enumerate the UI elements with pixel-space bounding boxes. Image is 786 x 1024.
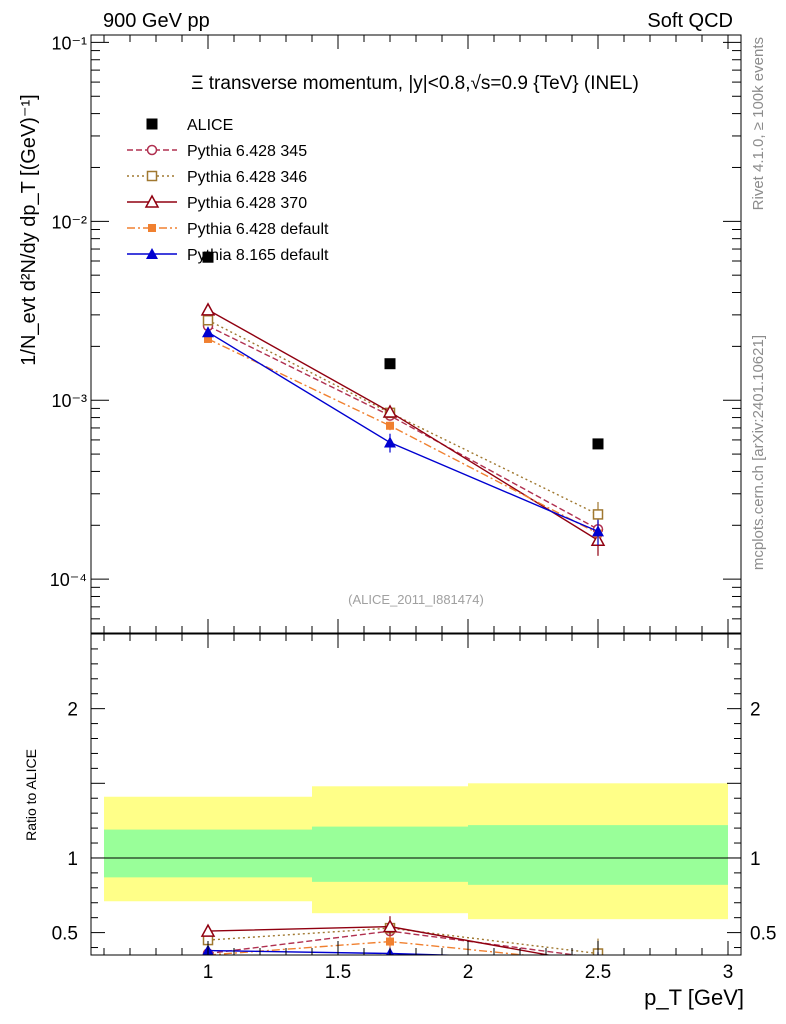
data-point <box>204 334 212 343</box>
ratio-y-tick-label: 1 <box>67 849 78 870</box>
data-point <box>202 314 214 326</box>
y-tick-label: 10⁻³ <box>51 391 87 411</box>
ratio-y-tick-label-right: 1 <box>750 849 761 870</box>
data-point <box>384 436 396 448</box>
data-point <box>384 358 396 370</box>
legend-entry: Pythia 6.428 370 <box>127 194 307 212</box>
data-point <box>592 525 604 537</box>
legend-label: Pythia 8.165 default <box>187 247 329 264</box>
series-line <box>207 319 599 516</box>
series-line <box>207 325 599 530</box>
legend-entry: Pythia 6.428 346 <box>127 169 307 186</box>
header-left: 900 GeV pp <box>103 10 210 32</box>
ratio-point <box>386 937 394 946</box>
series-line <box>207 338 599 535</box>
ratio-series-4 <box>202 944 599 955</box>
legend-entry: Pythia 6.428 default <box>127 221 329 238</box>
data-point <box>200 302 216 316</box>
legend-label: Pythia 6.428 370 <box>187 195 307 212</box>
x-axis-label: p_T [GeV] <box>644 985 744 1010</box>
ratio-y-tick-label: 0.5 <box>52 924 78 945</box>
ratio-y-tick-label-right: 2 <box>750 700 761 721</box>
legend-marker <box>146 170 158 182</box>
y-tick-label: 10⁻¹ <box>51 33 87 53</box>
ratio-line <box>207 925 553 955</box>
x-tick-label: 2.5 <box>585 962 611 983</box>
legend-entry: Pythia 6.428 345 <box>127 143 307 160</box>
legend: ALICE Pythia 6.428 345 Pythia 6.428 346 Pyt… <box>127 117 329 264</box>
ratio-point <box>382 919 398 933</box>
legend-marker <box>146 118 158 130</box>
mcplots-label: mcplots.cern.ch [arXiv:2401.10621] <box>750 335 767 570</box>
uncertainty-band-green <box>104 829 312 878</box>
legend-marker <box>146 248 158 259</box>
data-point <box>592 438 604 450</box>
legend-entry: ALICE <box>146 117 233 134</box>
ratio-series-1 <box>202 920 604 955</box>
x-tick-label: 1.5 <box>325 962 351 983</box>
uncertainty-band-green <box>468 825 728 885</box>
ratio-y-tick-label-right: 0.5 <box>750 924 776 945</box>
ratio-y-tick-label: 2 <box>67 700 78 721</box>
analysis-label: (ALICE_2011_I881474) <box>348 592 484 607</box>
y-axis-label: 1/N_evt d²N/dy dp_T [(GeV)⁻¹] <box>18 94 40 365</box>
uncertainty-band-green <box>312 826 468 882</box>
data-point <box>386 421 394 430</box>
legend-marker <box>148 224 156 232</box>
data-point <box>592 509 604 520</box>
rivet-label: Rivet 4.1.0, ≥ 100k events <box>750 37 767 210</box>
y-tick-label: 10⁻⁴ <box>50 570 87 590</box>
main-panel: 10⁻⁴ 10⁻³ 10⁻² 10⁻¹ Ξ transverse momentum, … <box>18 33 742 634</box>
data-point <box>202 326 214 338</box>
legend-label: Pythia 6.428 346 <box>187 169 307 186</box>
legend-label: ALICE <box>187 117 233 134</box>
ratio-point <box>200 923 216 937</box>
legend-label: Pythia 6.428 345 <box>187 143 307 160</box>
legend-entry: Pythia 8.165 default <box>127 247 329 264</box>
legend-label: Pythia 6.428 default <box>187 221 329 238</box>
legend-marker <box>144 194 160 208</box>
chart-title: Ξ transverse momentum, |y|<0.8,√s=0.9 {T… <box>191 73 639 94</box>
x-tick-label: 2 <box>463 962 474 983</box>
ratio-y-label: Ratio to ALICE <box>23 749 39 841</box>
y-tick-label: 10⁻² <box>51 212 87 232</box>
series-3 <box>200 302 606 556</box>
data-point <box>202 251 214 263</box>
legend-marker <box>146 144 158 156</box>
series-5 <box>202 326 604 546</box>
x-tick-label: 3 <box>723 962 734 983</box>
x-tick-label: 1 <box>203 962 214 983</box>
data-point <box>382 404 398 418</box>
series-0 <box>202 251 604 450</box>
ratio-line <box>207 927 599 955</box>
ratio-panel: 1 1.5 2 2.5 3 0.5 0.5 1 1 2 2 Ratio to ALICE p_T [… <box>23 633 776 1010</box>
header-right: Soft QCD <box>647 10 733 32</box>
ratio-series-2 <box>200 916 553 955</box>
